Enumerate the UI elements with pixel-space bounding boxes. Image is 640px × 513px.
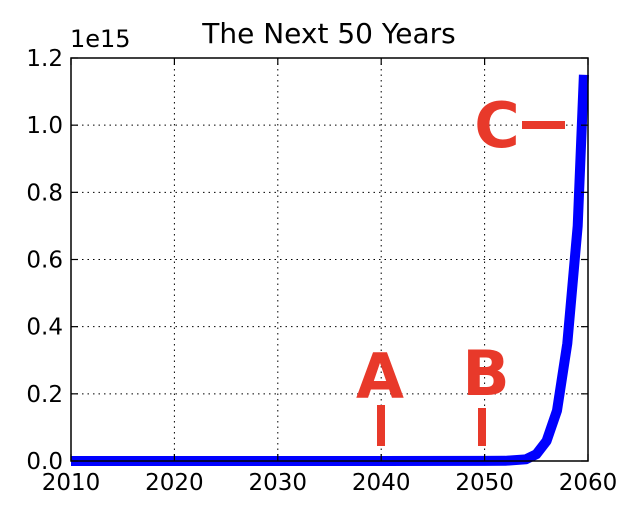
- annotation-b: B: [462, 337, 510, 446]
- x-tick-label: 2060: [559, 470, 618, 496]
- y-tick-label: 1.0: [26, 113, 63, 139]
- annotation-a: A: [356, 340, 404, 446]
- annotation-c: C: [474, 89, 565, 162]
- x-tick-label: 2020: [145, 470, 204, 496]
- annotation-c-marker: [522, 121, 565, 129]
- y-tick-label: 0.0: [26, 449, 63, 475]
- y-tick-label: 0.6: [26, 248, 63, 274]
- chart-title: The Next 50 Years: [201, 17, 456, 50]
- y-multiplier-label: 1e15: [70, 25, 131, 53]
- y-tick-label: 0.2: [26, 382, 63, 408]
- annotation-c-label: C: [474, 89, 520, 162]
- annotation-a-marker: [377, 405, 385, 446]
- x-tick-label: 2040: [352, 470, 411, 496]
- grid-lines: [71, 58, 588, 461]
- tick-marks: [70, 57, 589, 462]
- x-tick-labels: 2010 2020 2030 2040 2050 2060: [42, 470, 618, 496]
- annotation-b-label: B: [462, 337, 509, 410]
- annotation-a-label: A: [356, 340, 404, 413]
- annotation-b-marker: [478, 408, 486, 446]
- x-tick-label: 2050: [455, 470, 514, 496]
- x-tick-label: 2030: [249, 470, 308, 496]
- y-tick-labels: 0.0 0.2 0.4 0.6 0.8 1.0 1.2: [26, 46, 63, 475]
- y-tick-label: 0.8: [26, 180, 63, 206]
- x-tick-label: 2010: [42, 470, 101, 496]
- y-tick-label: 0.4: [26, 315, 63, 341]
- y-tick-label: 1.2: [26, 46, 63, 72]
